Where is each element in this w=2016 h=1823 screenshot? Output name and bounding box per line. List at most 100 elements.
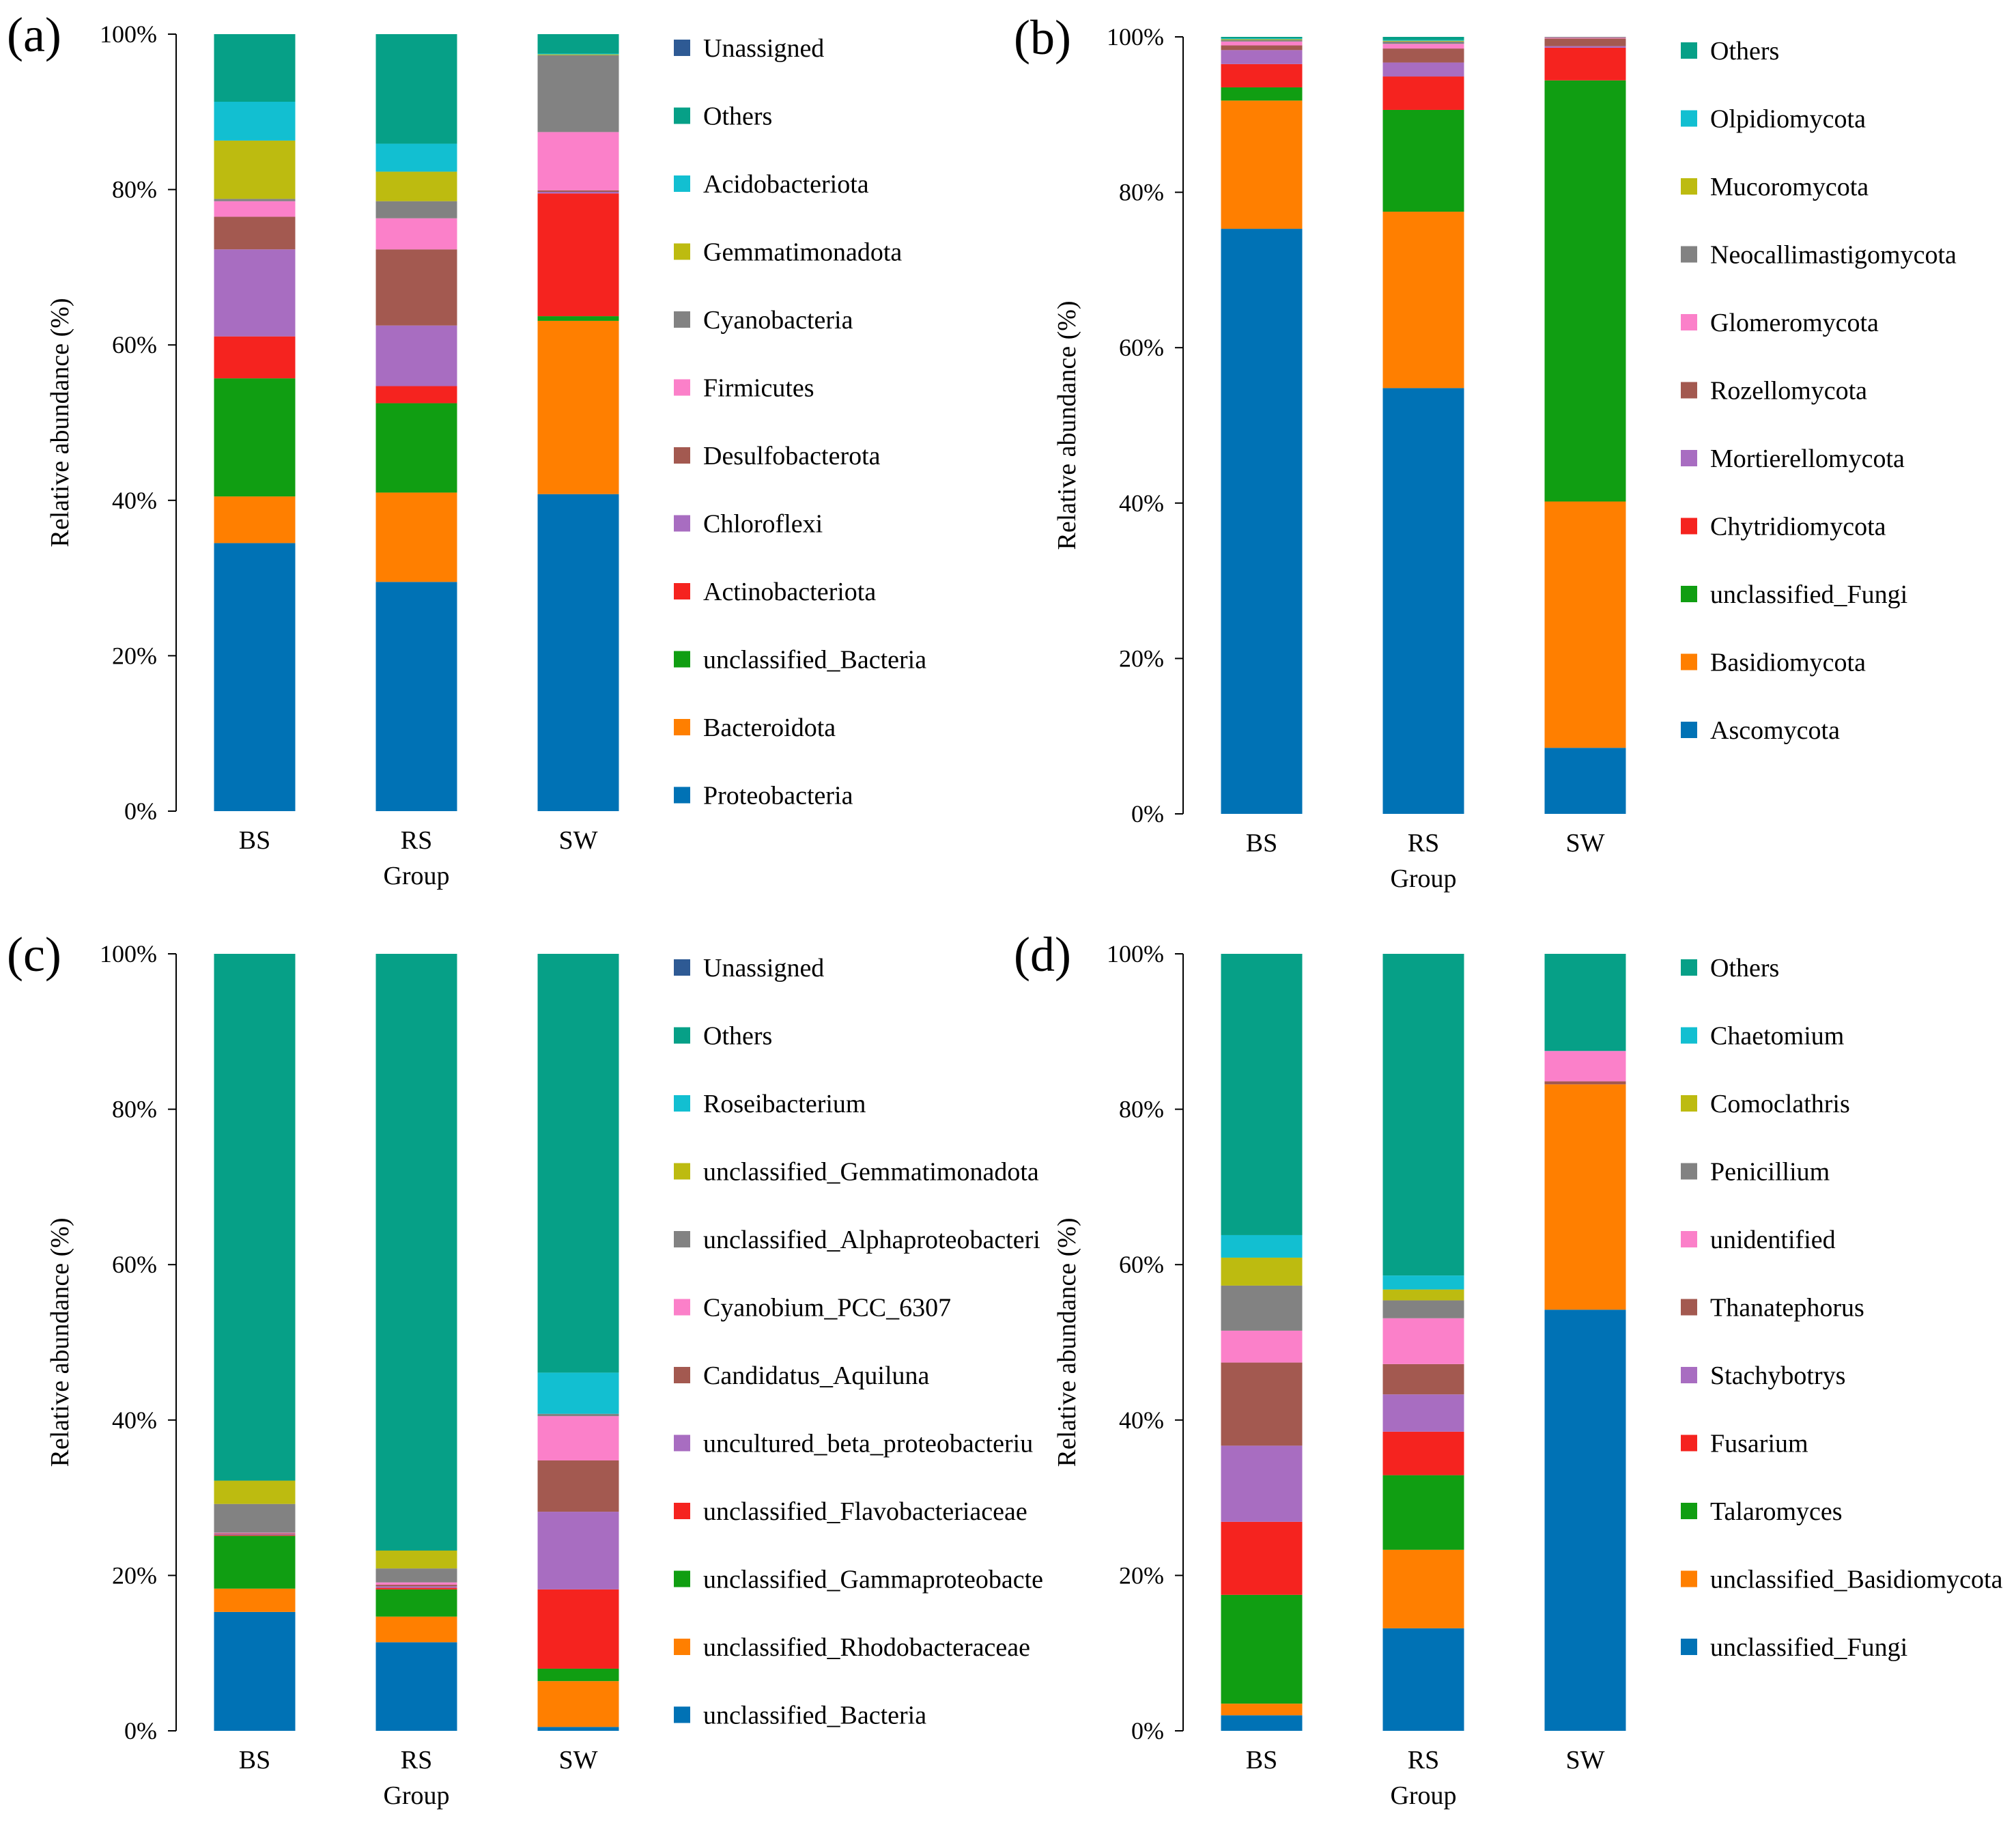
y-tick-label: 0% <box>124 797 157 825</box>
x-category-label: SW <box>1566 829 1605 858</box>
legend-swatch <box>674 107 690 124</box>
legend-label: unclassified_Fungi <box>1710 580 1907 609</box>
bar-segment <box>537 1512 619 1589</box>
legend-item: Mortierellomycota <box>1681 444 1905 473</box>
chart-panel-3: (c) 0% 20% 40% 60% 80% 100% Relative abundance … <box>7 927 1043 1810</box>
bar-segment <box>1221 100 1303 229</box>
legend-label: unclassified_Bacteria <box>703 646 926 675</box>
bar-segment <box>537 1413 619 1417</box>
legend-swatch <box>674 1231 690 1247</box>
bar-segment <box>1382 1431 1464 1475</box>
legend-label: unclassified_Bacteria <box>703 1701 926 1730</box>
legend-item: Penicillium <box>1681 1158 1830 1187</box>
legend-swatch <box>1681 246 1697 263</box>
legend-item: unclassified_Bacteria <box>674 646 926 675</box>
bar-segment <box>1221 1362 1303 1446</box>
bar-segment <box>375 1582 457 1585</box>
y-tick-label: 20% <box>1119 1561 1164 1589</box>
bar-segment <box>1221 229 1303 814</box>
bar-segment <box>1382 76 1464 110</box>
legend-label: Candidatus_Aquiluna <box>703 1361 930 1390</box>
legend-swatch <box>674 1163 690 1180</box>
y-tick-label: 60% <box>1119 1251 1164 1278</box>
x-category-label: BS <box>1246 829 1277 858</box>
chart-panel-4: (d) 0% 20% 40% 60% 80% 100% Relative abundance … <box>1014 927 2003 1810</box>
panel-label: (d) <box>1014 927 1071 982</box>
bar-segment <box>537 132 619 190</box>
bar-segment <box>375 492 457 582</box>
x-axis-title: Group <box>383 1781 449 1810</box>
bar-segment <box>1221 1330 1303 1363</box>
legend-label: Penicillium <box>1710 1158 1830 1187</box>
bar-segment <box>375 403 457 493</box>
legend-swatch <box>1681 518 1697 535</box>
y-tick-label: 20% <box>112 642 157 669</box>
legend-item: unclassified_Flavobacteriaceae <box>674 1497 1027 1526</box>
y-tick-label: 80% <box>112 1096 157 1123</box>
bar-segment <box>1382 388 1464 814</box>
bar-segment <box>1544 1051 1626 1082</box>
bar-segment <box>214 1532 296 1534</box>
legend-item: Ascomycota <box>1681 716 1840 745</box>
legend-label: unidentified <box>1710 1226 1836 1254</box>
legend-swatch <box>674 787 690 804</box>
bar-segment <box>1544 80 1626 502</box>
x-category-label: SW <box>559 1746 598 1775</box>
legend-item: Bacteroidota <box>674 713 836 742</box>
legend-item: Unassigned <box>674 34 824 63</box>
legend-label: Firmicutes <box>703 374 814 403</box>
legend-swatch <box>1681 1299 1697 1316</box>
legend-item: Neocallimastigomycota <box>1681 241 1957 270</box>
legend-label: Olpidiomycota <box>1710 105 1866 134</box>
legend-label: uncultured_beta_proteobacteriu <box>703 1430 1033 1458</box>
legend-swatch <box>674 175 690 192</box>
bar-segment <box>375 386 457 404</box>
y-axis-title: Relative abundance (%) <box>46 1217 74 1467</box>
bar-segment <box>214 336 296 379</box>
y-tick-label: 80% <box>1119 179 1164 206</box>
legend-swatch <box>1681 178 1697 195</box>
legend-label: Basidiomycota <box>1710 649 1866 677</box>
legend-item: Stachybotrys <box>1681 1361 1845 1390</box>
bar-segment <box>214 543 296 811</box>
legend-item: Talaromyces <box>1681 1497 1843 1526</box>
bar-segment <box>375 1568 457 1583</box>
bar-segment <box>1382 954 1464 1276</box>
bar-segment <box>375 218 457 250</box>
legend-item: unclassified_Fungi <box>1681 1633 1907 1662</box>
legend-item: Cyanobacteria <box>674 306 853 335</box>
x-category-label: BS <box>1246 1746 1277 1775</box>
legend-label: unclassified_Basidiomycota <box>1710 1566 2003 1594</box>
legend-swatch <box>1681 722 1697 738</box>
x-axis-title: Group <box>1390 864 1456 893</box>
legend-item: Proteobacteria <box>674 782 853 810</box>
legend-swatch <box>1681 1367 1697 1383</box>
y-tick-label: 60% <box>112 331 157 358</box>
bar-segment <box>214 199 296 201</box>
bar-segment <box>1221 45 1303 51</box>
bar-segment <box>214 249 296 337</box>
bar-segment <box>1221 37 1303 39</box>
legend-item: unclassified_Alphaproteobacteri <box>674 1226 1040 1254</box>
bar-segment <box>537 192 619 194</box>
bar-segment <box>375 1550 457 1569</box>
x-category-label: RS <box>1408 1746 1439 1775</box>
bar-segment <box>1221 1715 1303 1731</box>
bar-segment <box>1382 1628 1464 1731</box>
x-category-label: SW <box>1566 1746 1605 1775</box>
legend-label: Unassigned <box>703 954 824 983</box>
y-tick-label: 40% <box>1119 490 1164 517</box>
legend-swatch <box>674 40 690 56</box>
legend-swatch <box>674 1570 690 1587</box>
bar-segment <box>214 1480 296 1504</box>
bar-segment <box>214 378 296 497</box>
legend-label: unclassified_Fungi <box>1710 1633 1907 1662</box>
bar-segment <box>537 55 619 132</box>
bar-segment <box>1221 1445 1303 1522</box>
x-axis-title: Group <box>383 862 449 890</box>
bar-segment <box>1221 1594 1303 1704</box>
legend-label: Acidobacteriota <box>703 170 869 199</box>
legend-item: Basidiomycota <box>1681 649 1866 677</box>
legend-label: Actinobacteriota <box>703 578 876 606</box>
legend-swatch <box>1681 1095 1697 1112</box>
